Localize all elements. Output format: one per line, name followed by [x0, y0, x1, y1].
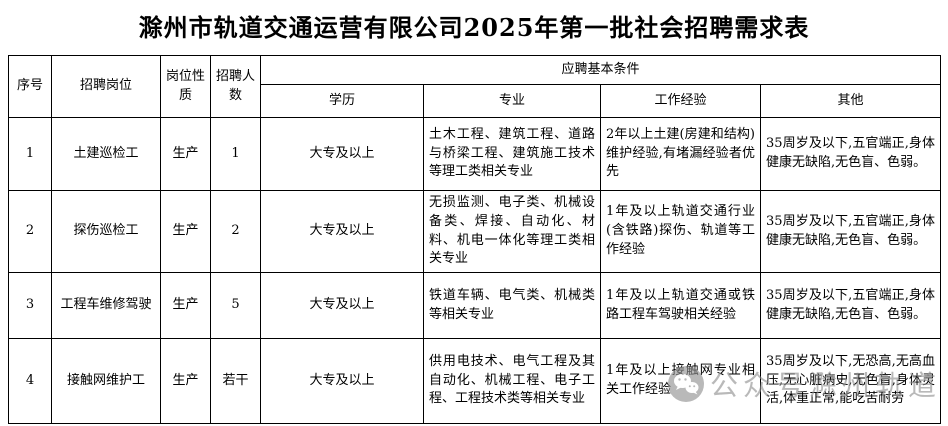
cell-other: 35周岁及以下,五官端正,身体健康无缺陷,无色盲、色弱。 — [759, 190, 942, 273]
cell-count: 若干 — [210, 338, 261, 424]
cell-count: 1 — [210, 117, 261, 191]
cell-major: 供用电技术、电气工程及其自动化、机械工程、电子工程、工程技术类等相关专业 — [423, 338, 601, 424]
table-row: 4 接触网维护工 生产 若干 大专及以上 供用电技术、电气工程及其自动化、机械工… — [8, 338, 942, 424]
col-header-count: 招聘人数 — [210, 55, 261, 118]
header-row-1: 序号 招聘岗位 岗位性质 招聘人数 应聘基本条件 — [8, 55, 942, 118]
cell-major: 土木工程、建筑工程、道路与桥梁工程、建筑施工技术等理工类相关专业 — [423, 117, 601, 191]
cell-no: 1 — [8, 117, 52, 191]
col-header-no: 序号 — [8, 55, 52, 118]
cell-experience: 2年以上土建(房建和结构)维护经验,有堵漏经验者优先 — [600, 117, 761, 191]
recruitment-table: 序号 招聘岗位 岗位性质 招聘人数 应聘基本条件 学历 专业 工作经验 其他 1… — [8, 55, 942, 424]
cell-education: 大专及以上 — [260, 338, 424, 424]
cell-position: 接触网维护工 — [51, 338, 161, 424]
cell-nature: 生产 — [160, 117, 211, 191]
cell-education: 大专及以上 — [260, 117, 424, 191]
col-header-major: 专业 — [423, 84, 601, 118]
cell-nature: 生产 — [160, 338, 211, 424]
table-row: 2 探伤巡检工 生产 2 大专及以上 无损监测、电子类、机械设备类、焊接、自动化… — [8, 190, 942, 273]
cell-no: 3 — [8, 272, 52, 339]
header-row-2: 学历 专业 工作经验 其他 — [9, 84, 942, 118]
col-header-education: 学历 — [260, 84, 424, 118]
col-header-position: 招聘岗位 — [51, 55, 161, 118]
col-header-nature: 岗位性质 — [160, 55, 211, 118]
cell-major: 铁道车辆、电气类、机械类等相关专业 — [423, 272, 601, 339]
cell-education: 大专及以上 — [260, 190, 424, 273]
cell-position: 探伤巡检工 — [51, 190, 161, 273]
col-header-experience: 工作经验 — [600, 84, 761, 118]
col-header-other: 其他 — [759, 84, 942, 118]
cell-count: 5 — [210, 272, 261, 339]
cell-experience: 1年及以上接触网专业相关工作经验 — [600, 338, 761, 424]
cell-no: 2 — [8, 190, 52, 273]
cell-major: 无损监测、电子类、机械设备类、焊接、自动化、材料、机电一体化等理工类相关专业 — [423, 190, 601, 273]
cell-other: 35周岁及以下,五官端正,身体健康无缺陷,无色盲、色弱。 — [759, 272, 942, 339]
cell-nature: 生产 — [160, 272, 211, 339]
cell-education: 大专及以上 — [260, 272, 424, 339]
cell-no: 4 — [8, 338, 52, 424]
cell-other: 35周岁及以下,无恐高,无高血压,无心脏病史,无色盲,身体灵活,体重正常,能吃苦… — [759, 338, 942, 424]
cell-nature: 生产 — [160, 190, 211, 273]
cell-count: 2 — [210, 190, 261, 273]
cell-position: 工程车维修驾驶 — [51, 272, 161, 339]
cell-position: 土建巡检工 — [51, 117, 161, 191]
cell-experience: 1年及以上轨道交通行业(含铁路)探伤、轨道等工作经验 — [600, 190, 761, 273]
page-title: 滁州市轨道交通运营有限公司2025年第一批社会招聘需求表 — [138, 13, 810, 42]
cell-experience: 1年及以上轨道交通或铁路工程车驾驶相关经验 — [600, 272, 761, 339]
table-row: 3 工程车维修驾驶 生产 5 大专及以上 铁道车辆、电气类、机械类等相关专业 1… — [8, 272, 942, 339]
table-row: 1 土建巡检工 生产 1 大专及以上 土木工程、建筑工程、道路与桥梁工程、建筑施… — [8, 117, 942, 191]
col-header-conditions: 应聘基本条件 — [259, 55, 942, 85]
cell-other: 35周岁及以下,五官端正,身体健康无缺陷,无色盲、色弱。 — [759, 117, 942, 191]
